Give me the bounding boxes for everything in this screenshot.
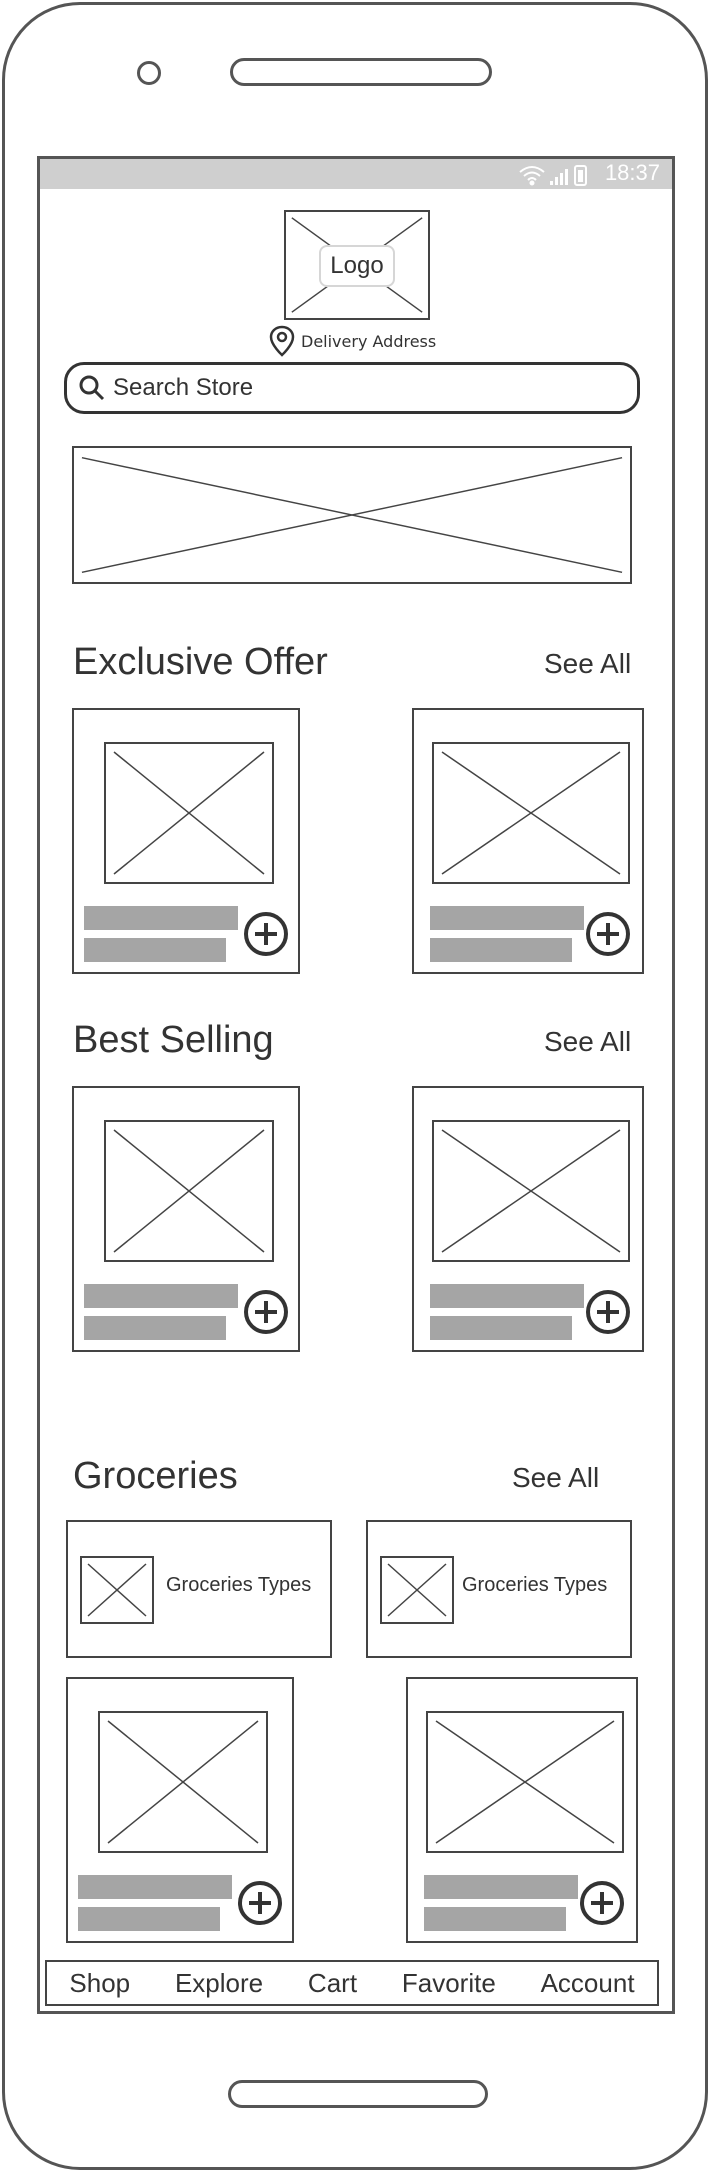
groceries-title: Groceries — [73, 1455, 238, 1497]
product-price-placeholder — [430, 938, 572, 962]
best-selling-title: Best Selling — [73, 1019, 274, 1061]
product-card[interactable] — [66, 1677, 294, 1943]
nav-favorite[interactable]: Favorite — [401, 1967, 496, 1998]
signal-icon — [550, 169, 568, 185]
product-card[interactable] — [412, 1086, 644, 1352]
product-image — [426, 1711, 624, 1853]
product-name-placeholder — [78, 1875, 232, 1899]
product-price-placeholder — [84, 1316, 226, 1340]
battery-icon — [574, 165, 587, 186]
add-to-cart-icon[interactable] — [244, 912, 288, 956]
product-image — [104, 1120, 274, 1262]
product-name-placeholder — [84, 1284, 238, 1308]
speaker-grille — [230, 58, 492, 86]
grocery-type-card[interactable]: Groceries Types — [366, 1520, 632, 1658]
product-image — [98, 1711, 268, 1853]
groceries-see-all-link[interactable]: See All — [512, 1462, 600, 1493]
logo-label: Logo — [319, 245, 395, 287]
grocery-type-label: Groceries Types — [166, 1574, 312, 1596]
grocery-type-label: Groceries Types — [462, 1574, 608, 1596]
grocery-type-image — [80, 1556, 154, 1624]
product-name-placeholder — [430, 906, 584, 930]
product-image — [432, 1120, 630, 1262]
best-selling-see-all-link[interactable]: See All — [544, 1026, 632, 1057]
product-name-placeholder — [84, 906, 238, 930]
nav-explore[interactable]: Explore — [174, 1967, 264, 1998]
add-to-cart-icon[interactable] — [238, 1881, 282, 1925]
exclusive-offer-see-all-link[interactable]: See All — [544, 648, 632, 679]
product-name-placeholder — [424, 1875, 578, 1899]
product-price-placeholder — [424, 1907, 566, 1931]
product-image — [432, 742, 630, 884]
product-price-placeholder — [78, 1907, 220, 1931]
delivery-address-label: Delivery Address — [301, 331, 437, 351]
add-to-cart-icon[interactable] — [586, 912, 630, 956]
add-to-cart-icon[interactable] — [580, 1881, 624, 1925]
nav-cart[interactable]: Cart — [307, 1967, 358, 1998]
product-price-placeholder — [84, 938, 226, 962]
grocery-type-card[interactable]: Groceries Types — [66, 1520, 332, 1658]
add-to-cart-icon[interactable] — [244, 1290, 288, 1334]
status-icons — [519, 165, 587, 186]
search-bar[interactable] — [64, 362, 640, 414]
grocery-type-image — [380, 1556, 454, 1624]
exclusive-offer-title: Exclusive Offer — [73, 641, 328, 683]
location-pin-icon — [269, 325, 295, 357]
product-card[interactable] — [412, 708, 644, 974]
nav-shop[interactable]: Shop — [69, 1967, 131, 1998]
wifi-icon — [519, 166, 545, 186]
status-time: 18:37 — [604, 160, 660, 185]
product-card[interactable] — [72, 1086, 300, 1352]
product-name-placeholder — [430, 1284, 584, 1308]
camera-icon — [137, 61, 161, 85]
product-card[interactable] — [72, 708, 300, 974]
home-button[interactable] — [228, 2080, 488, 2108]
product-price-placeholder — [430, 1316, 572, 1340]
delivery-address[interactable]: Delivery Address — [269, 324, 436, 358]
product-card[interactable] — [406, 1677, 638, 1943]
banner-image[interactable] — [72, 446, 632, 584]
bottom-nav: Shop Explore Cart Favorite Account — [45, 1960, 659, 2006]
search-input[interactable] — [113, 374, 593, 402]
nav-account[interactable]: Account — [540, 1967, 635, 1998]
search-icon — [79, 375, 105, 401]
product-image — [104, 742, 274, 884]
add-to-cart-icon[interactable] — [586, 1290, 630, 1334]
status-bar: 18:37 — [40, 159, 672, 189]
